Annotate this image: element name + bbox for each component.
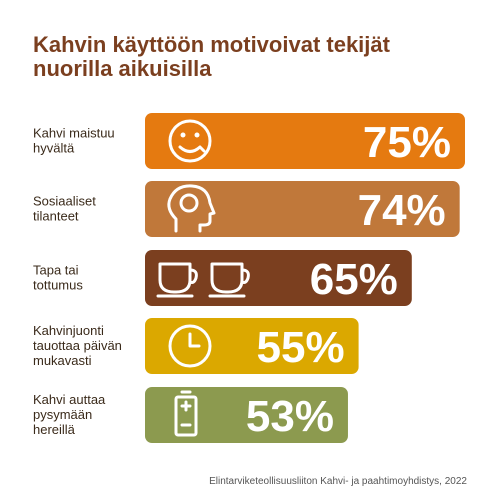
value-label: 65% (310, 255, 398, 304)
value-label: 75% (363, 118, 451, 167)
category-label: Kahvinjuonti (33, 323, 104, 338)
bar (145, 113, 465, 169)
icons (156, 119, 250, 437)
category-label: Kahvi auttaa (33, 392, 106, 407)
category-label: pysymään (33, 407, 92, 422)
category-label: Kahvi maistuu (33, 126, 115, 141)
category-label: hyvältä (33, 141, 75, 156)
clock-icon (168, 324, 212, 368)
value-label: 53% (246, 392, 334, 441)
category-label: mukavasti (33, 353, 92, 368)
category-label: tilanteet (33, 209, 79, 224)
category-label: tauottaa päivän (33, 338, 122, 353)
chart-title: nuorilla aikuisilla (33, 56, 212, 81)
value-label: 74% (358, 186, 446, 235)
head-icon (167, 184, 216, 233)
value-label: 55% (257, 323, 345, 372)
source-note: Elintarviketeollisuusliiton Kahvi- ja pa… (209, 476, 467, 487)
battery-icon (174, 390, 198, 437)
cups-icon (156, 262, 250, 298)
bar (145, 181, 460, 237)
bar (145, 318, 359, 374)
chart-title: Kahvin käyttöön motivoivat tekijät (33, 32, 391, 57)
category-label: tottumus (33, 278, 83, 293)
category-label: hereillä (33, 422, 76, 437)
category-label: Tapa tai (33, 263, 79, 278)
smiley-icon (168, 119, 212, 163)
category-label: Sosiaaliset (33, 194, 96, 209)
